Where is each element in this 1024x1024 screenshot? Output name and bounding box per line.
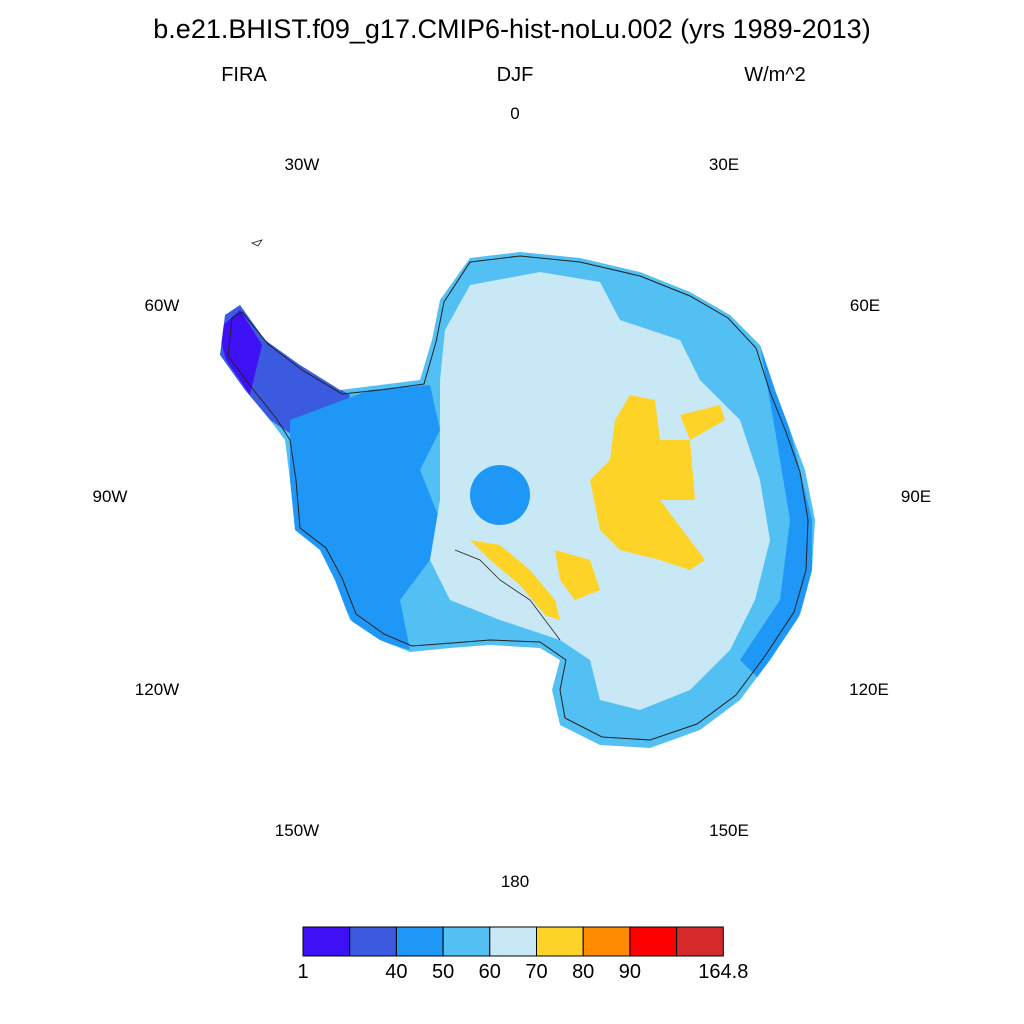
variable-name: FIRA — [221, 64, 267, 86]
longitude-label-60w: 60W — [144, 296, 180, 315]
plot-title: b.e21.BHIST.f09_g17.CMIP6-hist-noLu.002 … — [153, 14, 871, 44]
longitude-label-120w: 120W — [134, 680, 180, 699]
colorbar-label-6: 90 — [618, 961, 642, 983]
longitude-label-180: 180 — [500, 872, 530, 891]
fira-field — [220, 252, 815, 748]
field-band-40-50-west — [290, 385, 440, 650]
longitude-label-150w: 150W — [274, 821, 320, 840]
longitude-label-0: 0 — [510, 104, 520, 123]
longitude-label-90w: 90W — [92, 487, 128, 506]
colorbar-label-1: 40 — [385, 961, 408, 983]
colorbar-label-3: 60 — [478, 961, 501, 983]
field-band-70-80-east-plateau — [590, 395, 705, 570]
colorbar-label-5: 80 — [572, 961, 595, 983]
longitude-label-60e: 60E — [849, 296, 881, 315]
colorbar-label-7: 164.8 — [698, 961, 749, 983]
longitude-label-150e: 150E — [709, 821, 749, 840]
colorbar-label-4: 70 — [525, 961, 548, 983]
field-band-40-50-centre — [470, 465, 530, 525]
field-band-70-80-south — [555, 550, 600, 600]
south-orkney-island — [250, 239, 263, 247]
longitude-label-30e: 30E — [708, 155, 740, 174]
longitude-label-90e: 90E — [900, 487, 932, 506]
colorbar-label-2: 50 — [431, 961, 455, 983]
season-label: DJF — [496, 64, 534, 86]
colorbar-label-0: 1 — [297, 961, 309, 983]
longitude-label-30w: 30W — [284, 155, 320, 174]
field-band-40-50-east-coast — [740, 345, 812, 680]
units-label: W/m^2 — [744, 64, 806, 86]
coastline — [227, 255, 809, 741]
field-band-70-80-dome — [680, 405, 725, 440]
field-band-lowest-peninsula — [220, 310, 262, 395]
longitude-label-120e: 120E — [849, 680, 889, 699]
ice-shelf-edge — [454, 549, 561, 641]
field-band-70-80-ross-edge — [470, 540, 560, 620]
